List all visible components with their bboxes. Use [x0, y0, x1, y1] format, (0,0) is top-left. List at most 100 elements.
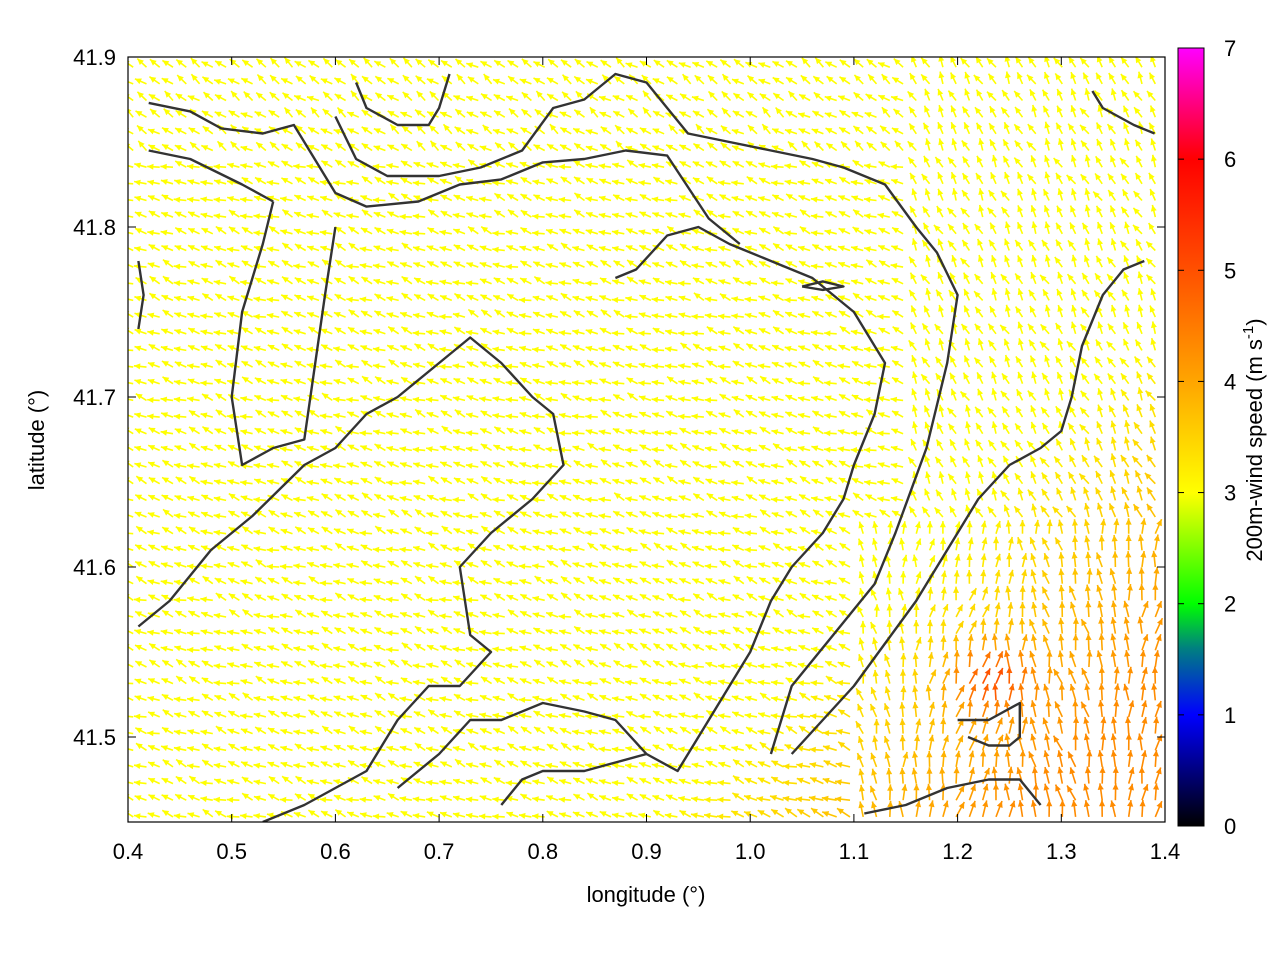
- wind-vector-head: [268, 744, 275, 750]
- wind-vector-head: [494, 760, 502, 766]
- wind-vector-head: [359, 762, 367, 769]
- wind-vector-head: [1072, 633, 1079, 641]
- wind-vector-head: [121, 730, 128, 736]
- wind-vector-head: [215, 593, 223, 600]
- wind-vector-head: [825, 676, 833, 683]
- wind-vector-head: [414, 743, 422, 750]
- wind-vector-head: [625, 763, 632, 769]
- wind-vector-head: [691, 812, 698, 819]
- wind-vector-head: [173, 729, 181, 736]
- wind-vector-head: [1086, 749, 1093, 757]
- wind-vector-head: [666, 593, 674, 600]
- wind-vector-head: [1123, 633, 1130, 641]
- wind-vector-head: [400, 728, 408, 734]
- wind-vector-head: [320, 745, 328, 752]
- wind-vector-head: [1018, 683, 1025, 690]
- wind-vector-head: [161, 794, 169, 801]
- wind-vector-head: [612, 812, 619, 819]
- wind-vector-head: [213, 612, 221, 619]
- wind-vector-head: [426, 678, 434, 684]
- wind-vector: [128, 663, 134, 668]
- wind-vector: [128, 614, 134, 618]
- wind-vectors: [121, 57, 1164, 820]
- wind-vector-head: [1084, 584, 1091, 592]
- wind-vector-head: [1123, 617, 1130, 624]
- wind-vector-head: [465, 597, 473, 603]
- wind-vector-head: [187, 729, 195, 735]
- wind-vector-head: [293, 712, 300, 719]
- wind-vector-head: [773, 609, 781, 616]
- wind-vector-head: [718, 713, 725, 720]
- wind-vector-head: [797, 613, 805, 620]
- wind-vector-head: [839, 594, 846, 600]
- wind-vector-head: [704, 563, 712, 570]
- wind-vector: [128, 812, 134, 818]
- wind-vector-head: [653, 711, 660, 717]
- wind-vector-head: [200, 780, 207, 786]
- wind-vector-head: [560, 559, 568, 566]
- wind-vector-head: [401, 642, 409, 649]
- wind-vector-head: [240, 629, 248, 635]
- wind-vector: [128, 645, 134, 651]
- wind-vector-head: [884, 686, 891, 694]
- wind-vector-head: [162, 660, 170, 667]
- wind-vector-head: [319, 663, 327, 670]
- wind-vector-head: [1004, 633, 1011, 641]
- wind-vector-head: [1114, 683, 1120, 691]
- wind-vector-head: [375, 726, 382, 733]
- wind-vector-head: [899, 636, 906, 644]
- wind-vector-head: [678, 678, 686, 685]
- wind-vector-head: [176, 759, 183, 766]
- wind-vector-head: [625, 578, 633, 585]
- wind-vector-head: [1042, 619, 1048, 627]
- wind-vector-head: [704, 812, 711, 819]
- wind-vector-head: [135, 727, 143, 734]
- wind-vector-head: [678, 712, 686, 719]
- wind-vector-head: [796, 777, 804, 784]
- wind-vector-head: [1059, 601, 1066, 608]
- wind-vector-head: [782, 795, 790, 802]
- wind-vector-head: [335, 809, 343, 816]
- wind-vector-head: [280, 679, 287, 686]
- wind-vector-head: [1055, 784, 1061, 792]
- wind-vector-head: [651, 563, 659, 570]
- wind-vector-head: [1057, 750, 1063, 758]
- wind-vector-head: [1008, 717, 1015, 724]
- wind-vector-head: [625, 812, 633, 818]
- wind-vector-head: [520, 611, 528, 617]
- wind-vector-head: [400, 677, 408, 684]
- wind-vector-head: [731, 663, 738, 670]
- wind-vector-head: [121, 496, 128, 502]
- wind-vector-head: [133, 713, 141, 720]
- wind-vector-head: [599, 811, 607, 817]
- wind-vector-head: [982, 800, 989, 808]
- wind-vector-head: [467, 576, 475, 583]
- wind-vector-head: [414, 727, 422, 734]
- wind-vector-head: [279, 563, 287, 570]
- wind-vector-head: [942, 800, 949, 808]
- wind-vector-head: [414, 626, 422, 633]
- wind-vector-head: [639, 778, 647, 784]
- wind-vector-head: [134, 629, 142, 635]
- wind-vector-head: [982, 734, 989, 742]
- wind-vector-head: [1097, 783, 1104, 790]
- wind-vector-head: [253, 645, 261, 652]
- wind-vector-head: [914, 734, 921, 742]
- wind-vector-head: [679, 694, 687, 701]
- wind-vector-head: [1006, 666, 1013, 673]
- wind-vector-head: [756, 796, 764, 803]
- wind-vector-head: [228, 593, 236, 600]
- wind-vector-head: [173, 579, 181, 586]
- wind-vector-head: [121, 347, 128, 353]
- wind-vector-head: [809, 762, 817, 768]
- wind-vector-head: [1110, 650, 1117, 657]
- wind-vector-head: [770, 795, 777, 801]
- wind-vector-head: [413, 562, 421, 568]
- wind-vector-head: [534, 576, 542, 583]
- wind-vector-head: [280, 761, 288, 768]
- wind-vector-head: [1137, 733, 1144, 741]
- wind-vector-head: [201, 611, 208, 618]
- wind-vector-head: [772, 577, 780, 584]
- wind-vector-head: [821, 795, 829, 802]
- wind-vector-head: [545, 762, 553, 769]
